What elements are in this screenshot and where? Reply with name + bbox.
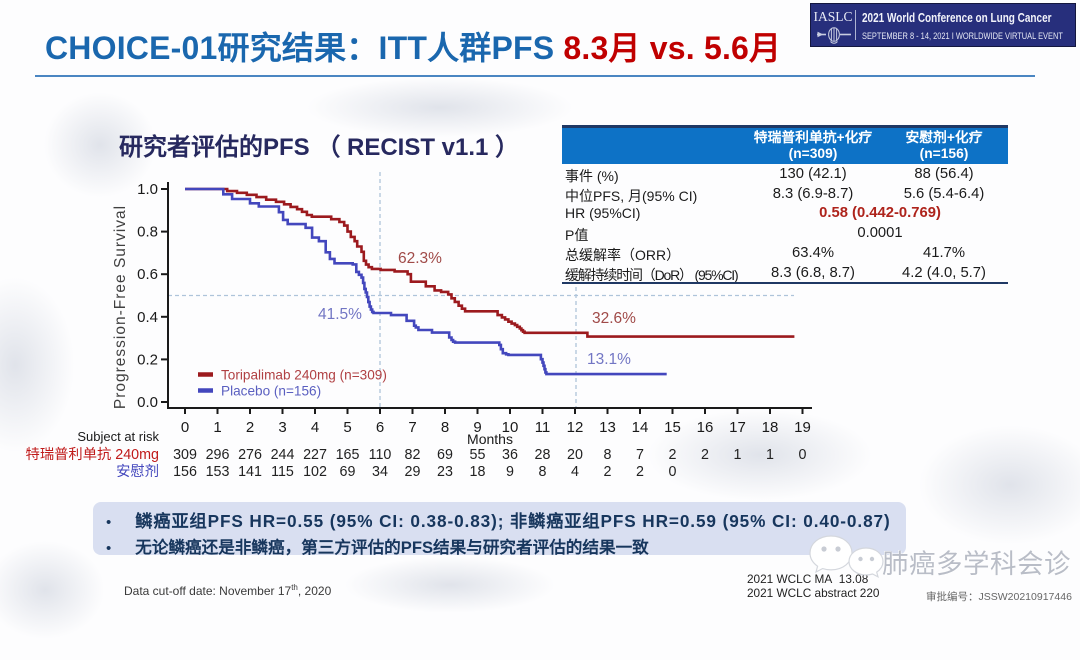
svg-text:2: 2	[246, 419, 254, 436]
svg-text:0.0: 0.0	[137, 394, 158, 411]
svg-text:141: 141	[238, 464, 262, 480]
svg-text:18: 18	[470, 464, 486, 480]
svg-text:69: 69	[437, 447, 453, 463]
svg-text:62.3%: 62.3%	[398, 250, 442, 267]
svg-text:1: 1	[213, 419, 221, 436]
svg-text:20: 20	[567, 447, 583, 463]
svg-text:2: 2	[636, 464, 644, 480]
svg-text:29: 29	[405, 464, 421, 480]
svg-text:0: 0	[799, 447, 807, 463]
svg-text:156: 156	[173, 464, 197, 480]
svg-text:69: 69	[340, 464, 356, 480]
svg-text:6: 6	[376, 419, 384, 436]
svg-text:82: 82	[405, 447, 421, 463]
svg-text:13.1%: 13.1%	[587, 351, 631, 368]
svg-text:安慰剂: 安慰剂	[116, 463, 159, 480]
svg-text:7: 7	[636, 447, 644, 463]
svg-text:4: 4	[571, 464, 579, 480]
svg-text:Progression-Free Survival: Progression-Free Survival	[112, 205, 129, 409]
svg-text:2: 2	[669, 447, 677, 463]
svg-text:4: 4	[311, 419, 319, 436]
svg-text:15: 15	[664, 419, 681, 436]
svg-text:0.8: 0.8	[137, 224, 158, 241]
svg-text:153: 153	[206, 464, 230, 480]
svg-text:36: 36	[502, 447, 518, 463]
svg-text:0: 0	[669, 464, 677, 480]
svg-text:276: 276	[238, 447, 262, 463]
svg-text:12: 12	[567, 419, 584, 436]
svg-text:Subject at risk: Subject at risk	[77, 429, 159, 444]
svg-text:9: 9	[506, 464, 514, 480]
svg-text:110: 110	[369, 447, 392, 463]
svg-text:227: 227	[303, 447, 327, 463]
svg-text:28: 28	[535, 447, 551, 463]
svg-text:Months: Months	[467, 431, 513, 447]
svg-text:0: 0	[181, 419, 189, 436]
svg-text:14: 14	[632, 419, 649, 436]
svg-text:0.6: 0.6	[137, 266, 158, 283]
svg-text:8: 8	[539, 464, 547, 480]
svg-text:1: 1	[766, 447, 774, 463]
svg-text:9: 9	[473, 419, 481, 436]
svg-text:16: 16	[697, 419, 714, 436]
svg-text:8: 8	[441, 419, 449, 436]
svg-text:11: 11	[535, 419, 551, 436]
svg-text:Placebo (n=156): Placebo (n=156)	[221, 384, 321, 399]
svg-text:32.6%: 32.6%	[592, 310, 636, 327]
svg-text:5: 5	[343, 419, 351, 436]
svg-text:8: 8	[604, 447, 612, 463]
svg-text:19: 19	[794, 419, 811, 436]
svg-text:特瑞普利单抗 240mg: 特瑞普利单抗 240mg	[26, 446, 160, 463]
svg-text:10: 10	[502, 419, 519, 436]
svg-text:0.4: 0.4	[137, 309, 158, 326]
svg-text:1.0: 1.0	[137, 181, 158, 198]
svg-text:2: 2	[604, 464, 612, 480]
svg-text:55: 55	[470, 447, 486, 463]
svg-text:34: 34	[372, 464, 388, 480]
svg-text:309: 309	[173, 447, 197, 463]
svg-text:7: 7	[408, 419, 416, 436]
svg-text:296: 296	[206, 447, 230, 463]
svg-text:Toripalimab 240mg (n=309): Toripalimab 240mg (n=309)	[221, 368, 387, 383]
svg-text:1: 1	[734, 447, 742, 463]
svg-text:102: 102	[303, 464, 327, 480]
svg-text:23: 23	[437, 464, 453, 480]
svg-text:115: 115	[271, 464, 294, 480]
svg-text:244: 244	[271, 447, 295, 463]
svg-text:17: 17	[729, 419, 746, 436]
svg-text:165: 165	[336, 447, 360, 463]
svg-text:3: 3	[278, 419, 286, 436]
svg-text:2: 2	[701, 447, 709, 463]
svg-text:41.5%: 41.5%	[318, 306, 362, 323]
svg-text:0.2: 0.2	[137, 351, 158, 368]
svg-text:13: 13	[599, 419, 616, 436]
svg-text:18: 18	[762, 419, 779, 436]
